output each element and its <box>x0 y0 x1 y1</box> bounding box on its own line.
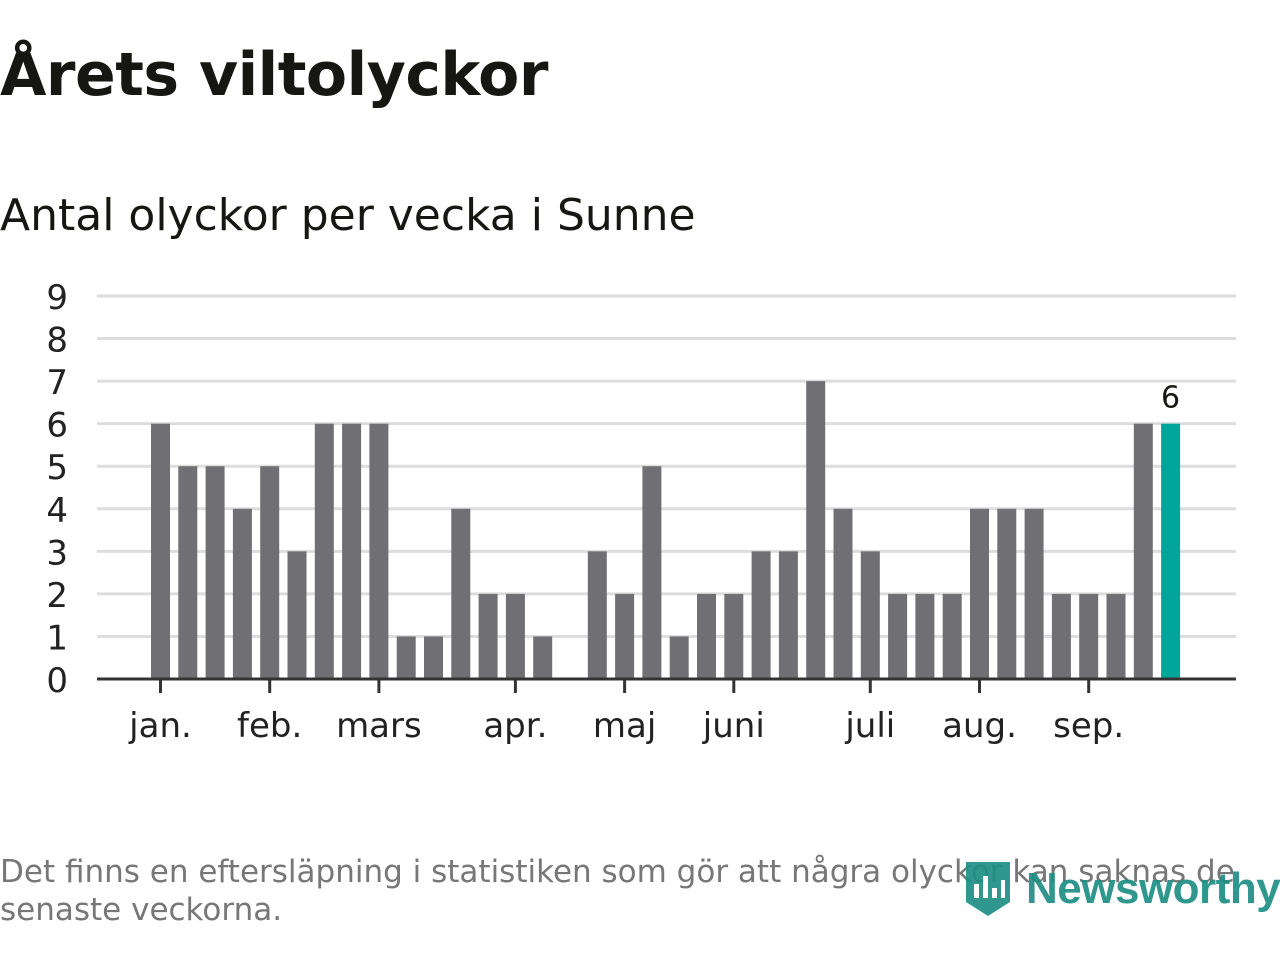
logo-text: Newsworthy <box>1026 864 1280 913</box>
chart-subtitle: Antal olyckor per vecka i Sunne <box>0 190 696 241</box>
y-tick-label: 8 <box>46 321 68 361</box>
bar <box>751 551 771 679</box>
y-tick-label: 9 <box>46 278 68 318</box>
bar-highlight <box>1161 423 1181 679</box>
bar <box>915 593 935 679</box>
bar <box>424 636 443 679</box>
bar <box>505 593 525 679</box>
bar <box>1051 593 1071 679</box>
y-tick-label: 3 <box>46 533 68 573</box>
bar <box>342 423 362 679</box>
bar <box>970 508 989 679</box>
y-tick-label: 6 <box>46 406 68 446</box>
bar <box>860 551 880 679</box>
x-tick-label: feb. <box>237 706 302 746</box>
bar <box>232 508 252 679</box>
x-tick-label: juni <box>702 706 765 746</box>
bar <box>642 466 662 679</box>
bar <box>451 508 471 679</box>
bar <box>697 593 716 679</box>
bar <box>151 423 170 679</box>
bar <box>369 423 389 679</box>
bar <box>478 593 498 679</box>
x-tick-label: maj <box>593 706 656 746</box>
data-label: 6 <box>1161 381 1180 416</box>
y-tick-label: 0 <box>46 661 68 701</box>
gridlines <box>97 294 1236 638</box>
x-tick-label: juli <box>844 706 895 746</box>
x-tick-label: jan. <box>128 706 192 746</box>
y-tick-label: 2 <box>46 576 68 616</box>
bar <box>833 508 853 679</box>
bar <box>1024 508 1044 679</box>
bar <box>1106 593 1126 679</box>
bar <box>260 466 280 679</box>
x-tick-label: sep. <box>1053 706 1124 746</box>
x-tick-label: aug. <box>942 706 1017 746</box>
bar <box>178 466 198 679</box>
bar <box>287 551 307 679</box>
bar <box>669 636 689 679</box>
bar <box>942 593 962 679</box>
bar <box>205 466 225 679</box>
y-tick-label: 4 <box>46 491 68 531</box>
y-tick-label: 1 <box>46 618 68 658</box>
newsworthy-logo-icon <box>966 862 1010 916</box>
bar <box>724 593 744 679</box>
y-tick-label: 5 <box>46 448 68 488</box>
chart-title: Årets viltolyckor <box>0 40 549 110</box>
x-tick-label: mars <box>336 706 422 746</box>
data-labels: 6 <box>1161 381 1180 416</box>
x-axis: jan. feb. mars apr. maj juni juli aug. sep. <box>97 677 1236 746</box>
bar <box>888 593 908 679</box>
x-tick-label: apr. <box>483 706 547 746</box>
bar <box>997 508 1017 679</box>
bar <box>314 423 334 679</box>
newsworthy-logo: Newsworthy <box>962 858 1280 920</box>
footnote: Det finns en eftersläpning i statistiken… <box>0 854 1235 928</box>
bar <box>533 636 553 679</box>
bar <box>1133 423 1153 679</box>
bar <box>587 551 607 679</box>
y-tick-label: 7 <box>46 363 68 403</box>
bar <box>396 636 416 679</box>
bars <box>151 381 1181 679</box>
bar <box>615 593 635 679</box>
bar <box>778 551 798 679</box>
bar <box>806 381 826 679</box>
bar <box>1079 593 1099 679</box>
